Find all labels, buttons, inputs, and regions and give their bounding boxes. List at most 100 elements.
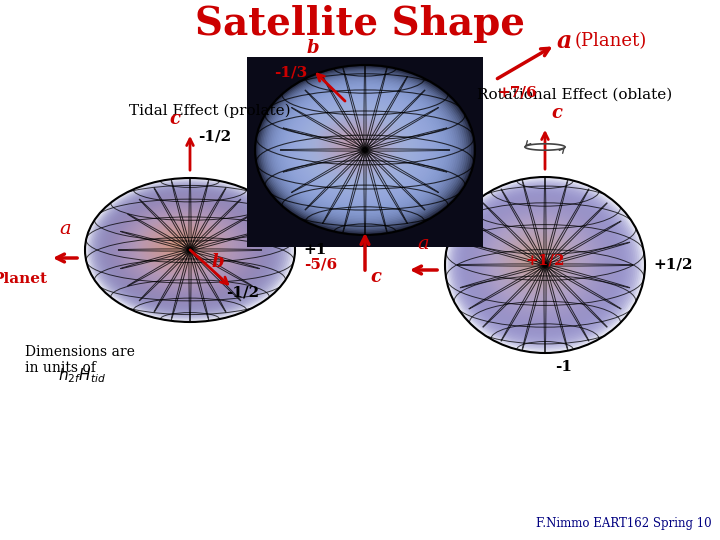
Ellipse shape [294,96,426,198]
Ellipse shape [505,232,569,288]
Ellipse shape [119,202,252,293]
Ellipse shape [292,95,428,200]
Text: -1/2: -1/2 [198,129,231,143]
Ellipse shape [480,210,600,315]
Text: +1: +1 [303,243,326,257]
Ellipse shape [108,194,266,302]
Ellipse shape [156,229,205,262]
Ellipse shape [473,202,610,323]
Text: -5/6: -5/6 [304,258,337,272]
Text: F.Nimmo EART162 Spring 10: F.Nimmo EART162 Spring 10 [536,517,712,530]
Ellipse shape [524,250,544,267]
Ellipse shape [452,184,636,345]
Text: Planet: Planet [0,272,47,286]
Ellipse shape [451,183,637,347]
Ellipse shape [86,179,293,321]
Ellipse shape [96,186,282,313]
Ellipse shape [466,196,619,331]
Ellipse shape [138,215,228,278]
Ellipse shape [290,93,430,201]
Ellipse shape [268,76,459,223]
Ellipse shape [161,232,199,259]
Ellipse shape [154,228,207,264]
Ellipse shape [142,219,222,274]
Ellipse shape [124,206,246,289]
Ellipse shape [113,198,260,299]
Ellipse shape [499,227,576,294]
Ellipse shape [459,191,626,337]
Ellipse shape [347,139,358,148]
Ellipse shape [128,209,240,286]
Ellipse shape [458,189,628,339]
Ellipse shape [498,226,577,296]
Text: b: b [307,39,319,57]
Ellipse shape [477,207,604,318]
Ellipse shape [289,92,432,203]
Text: +1/2: +1/2 [526,253,564,267]
Text: $h_{2f}H_{tid}$: $h_{2f}H_{tid}$ [58,367,106,386]
Ellipse shape [266,74,461,224]
Ellipse shape [273,79,452,218]
Ellipse shape [531,256,535,260]
Ellipse shape [279,85,444,212]
Ellipse shape [500,228,574,293]
Ellipse shape [508,235,564,285]
Ellipse shape [342,136,364,152]
Ellipse shape [310,109,405,183]
Ellipse shape [303,104,413,189]
Text: -1: -1 [555,360,572,374]
Ellipse shape [107,193,268,304]
Ellipse shape [523,248,546,269]
Ellipse shape [99,188,277,310]
Ellipse shape [132,212,234,282]
Ellipse shape [263,71,464,227]
Ellipse shape [346,138,360,150]
Ellipse shape [483,212,596,312]
Text: c: c [169,110,180,128]
Ellipse shape [527,253,541,264]
Ellipse shape [111,197,261,300]
Ellipse shape [448,180,642,350]
Ellipse shape [158,230,203,261]
Ellipse shape [150,224,212,267]
Text: a: a [557,29,572,53]
Text: -1/2: -1/2 [226,285,259,299]
Ellipse shape [446,178,643,352]
Ellipse shape [269,77,456,221]
Ellipse shape [325,121,387,169]
Ellipse shape [171,240,185,249]
Ellipse shape [130,210,238,285]
Ellipse shape [485,213,595,310]
Ellipse shape [162,233,197,257]
Ellipse shape [510,237,563,284]
Ellipse shape [282,87,440,209]
Ellipse shape [271,78,454,220]
Ellipse shape [476,205,606,320]
Ellipse shape [276,82,449,215]
Ellipse shape [97,187,279,312]
Ellipse shape [315,113,399,178]
Ellipse shape [286,90,436,206]
Ellipse shape [93,184,285,315]
Text: c: c [551,104,562,122]
Ellipse shape [278,83,446,214]
Ellipse shape [518,245,552,274]
Ellipse shape [526,251,542,266]
Ellipse shape [151,226,211,266]
Ellipse shape [116,200,256,296]
Ellipse shape [174,242,181,247]
Ellipse shape [136,214,230,279]
Ellipse shape [530,255,536,261]
Ellipse shape [109,195,264,301]
Ellipse shape [323,120,389,171]
Ellipse shape [281,86,442,211]
Ellipse shape [328,124,382,166]
Ellipse shape [503,230,572,291]
Text: Tidal Effect (prolate): Tidal Effect (prolate) [129,104,291,118]
Ellipse shape [307,107,409,186]
Ellipse shape [153,227,209,265]
Ellipse shape [165,235,193,254]
Ellipse shape [490,219,587,304]
Ellipse shape [287,91,434,205]
Ellipse shape [513,239,559,280]
